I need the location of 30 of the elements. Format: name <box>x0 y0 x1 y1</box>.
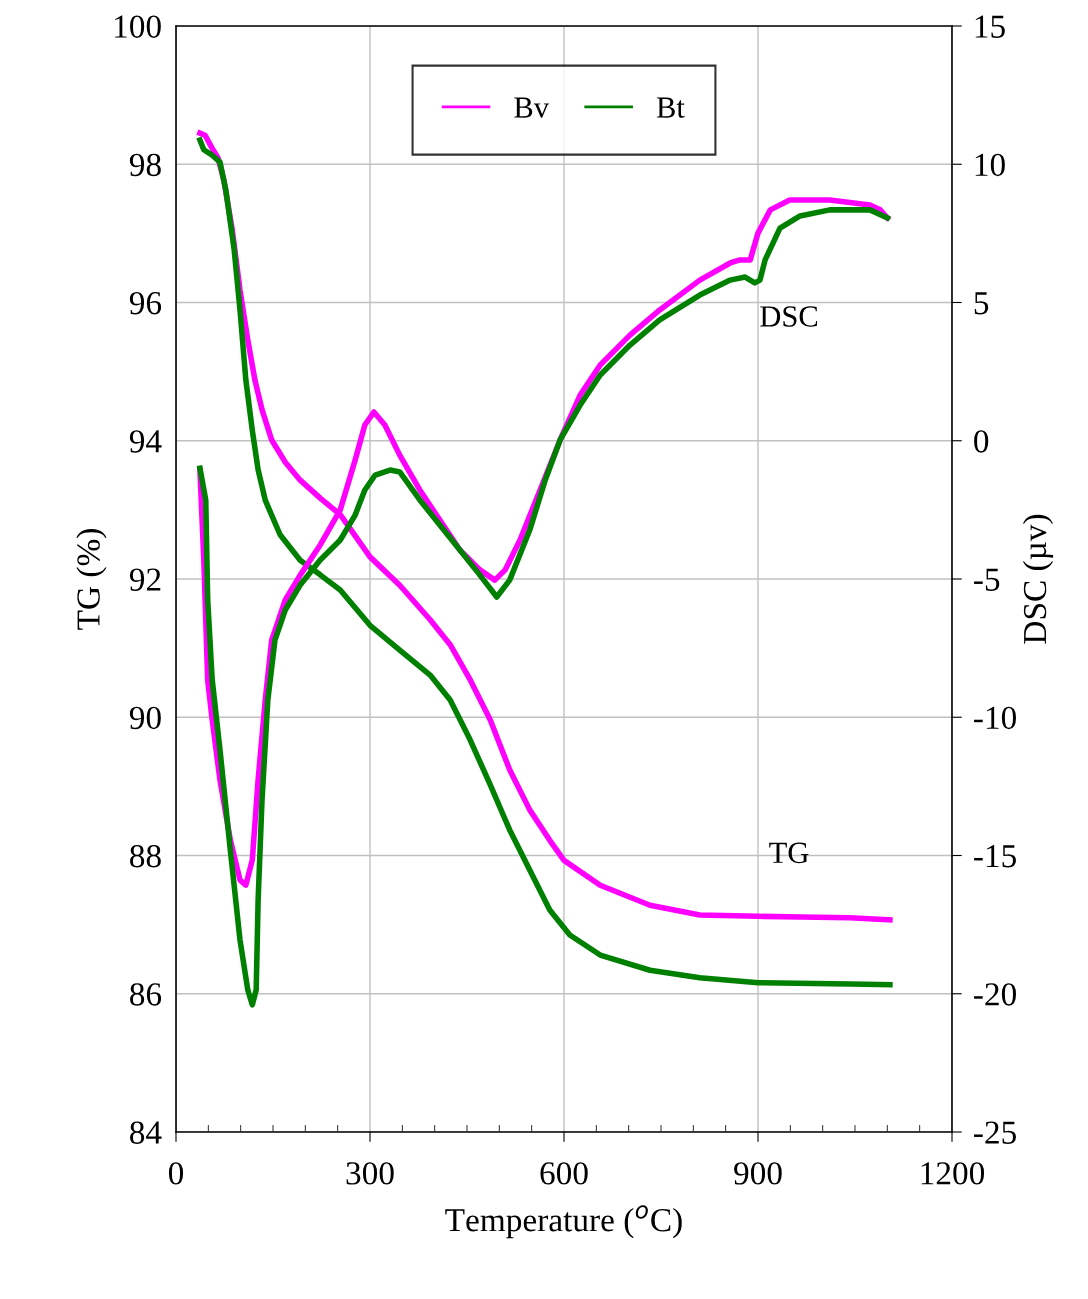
y-tick-label: 86 <box>130 983 162 1006</box>
y-tick-label: 90 <box>129 706 161 730</box>
x-tick-label: 600 <box>540 1162 588 1185</box>
y2-tick-label: 15 <box>975 15 1005 38</box>
x-tick-label: 900 <box>734 1162 782 1185</box>
y-tick-label: 96 <box>129 291 162 315</box>
y-tick-label: 84 <box>130 1121 162 1144</box>
y2-tick-label: -5 <box>974 568 1000 591</box>
y-tick-label: 98 <box>129 153 161 177</box>
annotation: DSC <box>760 306 818 327</box>
y2-tick-label: 0 <box>974 430 989 453</box>
x-tick-label: 300 <box>346 1162 394 1185</box>
legend-label: Bt <box>656 97 685 118</box>
y2-tick-label: 10 <box>975 153 1005 177</box>
y2-axis-title: DSC (µv) <box>1022 514 1054 644</box>
y-tick-label: 92 <box>129 568 161 591</box>
legend-label: Bv <box>514 97 550 118</box>
y-axis-title: TG (%) <box>76 529 107 630</box>
y2-tick-label: -10 <box>974 706 1016 730</box>
y2-tick-label: 5 <box>974 292 989 315</box>
x-tick-label: 0 <box>168 1162 184 1185</box>
x-axis-title: Temperature ($^{o}$C) <box>445 1205 682 1239</box>
y2-tick-label: -25 <box>974 1121 1016 1144</box>
annotation: TG <box>769 842 809 864</box>
y-tick-label: 100 <box>115 15 161 38</box>
y-tick-label: 88 <box>130 844 161 868</box>
y-tick-label: 94 <box>129 430 162 453</box>
y2-tick-label: -15 <box>974 845 1016 868</box>
y2-tick-label: -20 <box>974 983 1016 1006</box>
x-tick-label: 1200 <box>921 1162 985 1185</box>
